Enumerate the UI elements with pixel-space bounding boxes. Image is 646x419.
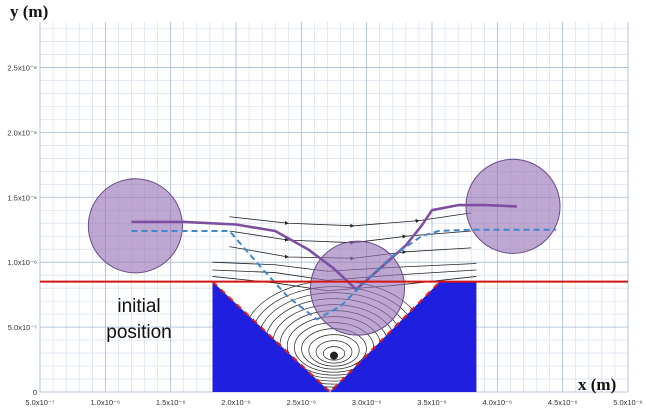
vortex-ring (322, 346, 346, 361)
x-tick-label: 4.5x10⁻⁶ (548, 398, 578, 407)
y-tick-label: 2.5x10⁻⁶ (7, 63, 37, 72)
initial-position-annotation: initial position (106, 296, 172, 343)
y-axis-title: y (m) (10, 2, 49, 21)
notch-wall (211, 280, 441, 394)
tick-labels: 5.0x10⁻⁷ 1.0x10⁻⁶ 1.5x10⁻⁶ 2.0x10⁻⁶ 2.5x10⁻⁶… (7, 63, 642, 407)
y-tick-label: 1.5x10⁻⁶ (7, 193, 37, 202)
vortex-ring (308, 334, 360, 367)
y-tick-label: 1.0x10⁻⁶ (7, 258, 37, 267)
series-line-solid (131, 203, 517, 291)
x-tick-label: 1.0x10⁻⁶ (91, 398, 121, 407)
vortex-core (330, 351, 338, 360)
y-tick-label: 5.0x10⁻⁷ (8, 323, 37, 332)
particle (87, 178, 183, 274)
x-tick-label: 5.0x10⁻⁷ (25, 398, 54, 407)
x-tick-label: 2.5x10⁻⁶ (287, 398, 317, 407)
streamline (229, 212, 472, 228)
y-tick-label: 0 (33, 388, 37, 397)
x-tick-label: 5.0x10⁻⁶ (613, 398, 643, 407)
series-lines (131, 203, 557, 321)
x-tick-label: 4.0x10⁻⁶ (483, 398, 513, 407)
x-tick-label: 3.0x10⁻⁶ (352, 398, 382, 407)
x-tick-label: 3.5x10⁻⁶ (417, 398, 447, 407)
series-line-dashed (131, 228, 557, 321)
vortex-ring (315, 340, 353, 364)
y-tick-label: 2.0x10⁻⁶ (7, 128, 37, 137)
x-tick-label: 1.5x10⁻⁶ (156, 398, 186, 407)
x-axis-title: x (m) (578, 375, 617, 394)
x-tick-label: 2.0x10⁻⁶ (221, 398, 251, 407)
